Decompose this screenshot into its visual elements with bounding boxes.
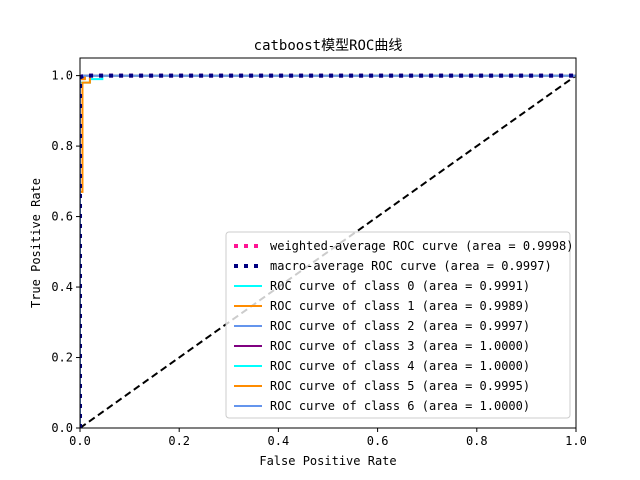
legend-label-1: macro-average ROC curve (area = 0.9997) bbox=[270, 259, 552, 273]
ticks-layer: 0.0 0.2 0.4 0.6 0.8 1.0 0.0 0.2 0.4 0.6 0.8 1.0 bbox=[51, 69, 587, 448]
y-tick-label: 0.8 bbox=[51, 139, 73, 153]
legend-label-5: ROC curve of class 3 (area = 1.0000) bbox=[270, 339, 530, 353]
legend-label-0: weighted-average ROC curve (area = 0.999… bbox=[270, 239, 573, 253]
legend-label-2: ROC curve of class 0 (area = 0.9991) bbox=[270, 279, 530, 293]
y-tick-label: 1.0 bbox=[51, 69, 73, 83]
x-tick-label: 1.0 bbox=[565, 434, 587, 448]
x-tick-label: 0.4 bbox=[268, 434, 290, 448]
x-tick-label: 0.0 bbox=[69, 434, 91, 448]
legend-label-8: ROC curve of class 6 (area = 1.0000) bbox=[270, 399, 530, 413]
y-tick-label: 0.4 bbox=[51, 280, 73, 294]
legend-label-6: ROC curve of class 4 (area = 1.0000) bbox=[270, 359, 530, 373]
legend-label-7: ROC curve of class 5 (area = 0.9995) bbox=[270, 379, 530, 393]
legend-label-4: ROC curve of class 2 (area = 0.9997) bbox=[270, 319, 530, 333]
x-tick-label: 0.2 bbox=[168, 434, 190, 448]
x-tick-label: 0.6 bbox=[367, 434, 389, 448]
series-layer bbox=[80, 73, 576, 428]
y-tick-label: 0.2 bbox=[51, 351, 73, 365]
y-tick-label: 0.6 bbox=[51, 210, 73, 224]
x-axis-label: False Positive Rate bbox=[259, 454, 396, 468]
series-line-1 bbox=[80, 73, 576, 428]
chart-title: catboost模型ROC曲线 bbox=[254, 38, 403, 54]
legend-box bbox=[225, 231, 571, 419]
y-tick-label: 0.0 bbox=[51, 421, 73, 435]
plot-frame bbox=[79, 57, 577, 429]
legend-label-3: ROC curve of class 1 (area = 0.9989) bbox=[270, 299, 530, 313]
reference-line-layer bbox=[80, 74, 576, 428]
legend: weighted-average ROC curve (area = 0.999… bbox=[225, 231, 573, 419]
y-axis-label: True Positive Rate bbox=[29, 178, 43, 308]
reference-diagonal-line bbox=[80, 74, 576, 428]
x-tick-label: 0.8 bbox=[466, 434, 488, 448]
